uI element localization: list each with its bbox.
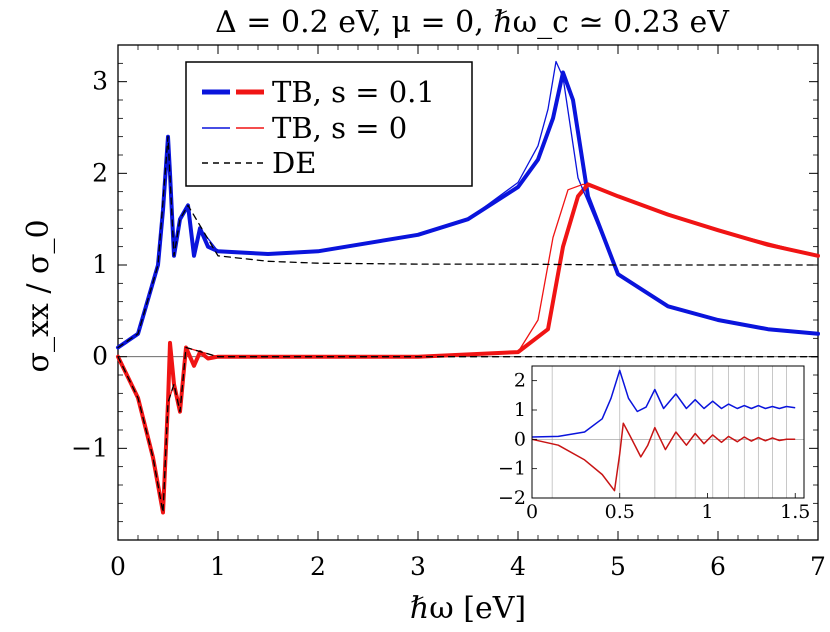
x-axis-label: ℏω [eV]: [410, 591, 526, 626]
y-tick-label: 1: [92, 250, 108, 279]
x-tick-label: 2: [310, 552, 326, 581]
x-tick-label: 0: [110, 552, 126, 581]
inset-y-tick-label: 2: [514, 370, 526, 392]
inset-gridlines: [532, 366, 804, 498]
x-tick-label: 6: [710, 552, 726, 581]
x-tick-label: 5: [610, 552, 626, 581]
inset-y-tick-label: −2: [498, 487, 526, 509]
y-tick-label: 0: [92, 342, 108, 371]
legend: TB, s = 0.1 TB, s = 0 DE: [185, 61, 473, 187]
x-tick-label: 7: [810, 552, 826, 581]
inset-y-tick-label: 1: [514, 399, 526, 421]
series-line-4: [117, 136, 819, 349]
x-tick-label: 4: [510, 552, 526, 581]
inset-x-tick-label: 1: [701, 501, 713, 523]
x-tick-label: 1: [210, 552, 226, 581]
inset-x-tick-label: 0.5: [605, 501, 635, 523]
y-tick-label: 2: [92, 158, 108, 187]
legend-label-tb-s0: TB, s = 0: [272, 111, 407, 145]
main-series-group: [116, 60, 820, 515]
y-tick-label: −1: [71, 433, 108, 462]
legend-label-tb-s01: TB, s = 0.1: [272, 75, 435, 109]
y-tick-label: 3: [92, 67, 108, 96]
inset-x-tick-label: 0: [526, 501, 538, 523]
chart-title: Δ = 0.2 eV, μ = 0, ℏω_c ≃ 0.23 eV: [215, 5, 730, 40]
legend-box: [185, 61, 473, 187]
inset-frame: [531, 365, 805, 499]
legend-label-de: DE: [272, 146, 316, 180]
inset-series-group: [531, 369, 796, 492]
inset-series-line-1: [531, 422, 796, 492]
inset-series-line-0: [531, 369, 796, 438]
y-axis-label: σ_xx / σ_0: [21, 219, 56, 372]
inset-x-tick-label: 1.5: [780, 501, 810, 523]
x-tick-label: 3: [410, 552, 426, 581]
inset-background: [532, 366, 804, 498]
plot-frame: [117, 44, 819, 541]
inset-y-tick-label: 0: [514, 428, 526, 450]
series-line-5: [117, 346, 819, 514]
inset-y-tick-label: −1: [498, 458, 526, 480]
